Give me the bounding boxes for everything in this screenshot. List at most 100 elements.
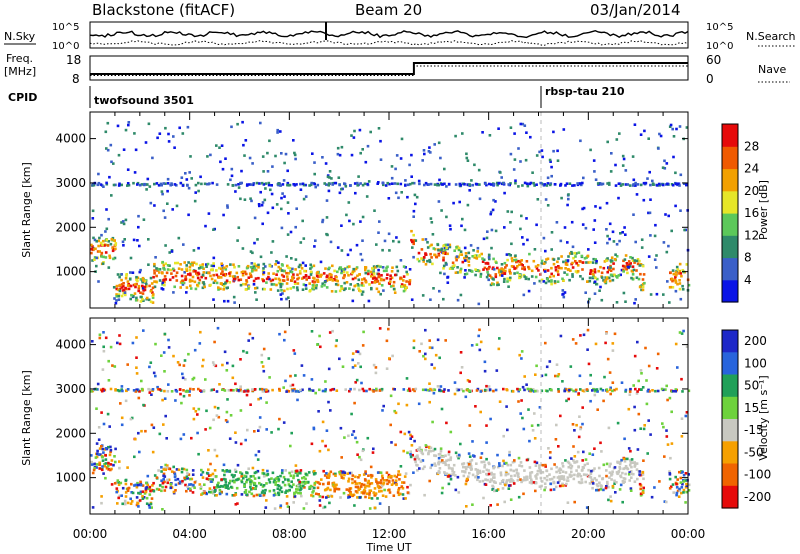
heatmap-cell <box>598 474 601 478</box>
heatmap-cell <box>203 491 206 495</box>
heatmap-cell <box>281 183 285 186</box>
heatmap-cell <box>680 435 684 438</box>
heatmap-cell <box>338 472 342 476</box>
heatmap-cell <box>650 495 654 499</box>
heatmap-cell <box>120 286 124 289</box>
heatmap-cell <box>441 459 444 462</box>
heatmap-cell <box>308 276 311 279</box>
heatmap-cell <box>286 201 290 204</box>
heatmap-cell <box>364 495 367 499</box>
heatmap-cell <box>145 285 148 288</box>
heatmap-cell <box>672 272 676 276</box>
heatmap-cell <box>489 417 492 421</box>
heatmap-cell <box>404 286 408 289</box>
heatmap-cell <box>283 289 286 293</box>
heatmap-cell <box>161 283 164 286</box>
heatmap-cell <box>546 204 550 207</box>
heatmap-cell <box>589 269 593 272</box>
heatmap-cell <box>683 228 686 232</box>
heatmap-cell <box>632 472 635 476</box>
heatmap-cell <box>245 478 249 482</box>
heatmap-cell <box>110 483 114 486</box>
heatmap-cell <box>497 347 501 351</box>
heatmap-cell <box>576 450 580 454</box>
heatmap-cell <box>519 227 522 231</box>
heatmap-cell <box>287 478 290 481</box>
heatmap-cell <box>579 139 582 143</box>
heatmap-cell <box>367 484 371 488</box>
heatmap-cell <box>135 356 138 359</box>
heatmap-cell <box>208 490 211 494</box>
heatmap-cell <box>397 488 400 492</box>
heatmap-cell <box>584 458 588 461</box>
heatmap-cell <box>103 244 106 247</box>
heatmap-cell <box>176 261 180 265</box>
heatmap-cell <box>153 280 156 283</box>
heatmap-cell <box>234 470 238 473</box>
heatmap-cell <box>122 288 126 292</box>
heatmap-cell <box>351 270 355 273</box>
heatmap-cell <box>253 487 257 490</box>
heatmap-cell <box>358 482 361 485</box>
heatmap-cell <box>629 489 633 492</box>
heatmap-cell <box>150 282 154 285</box>
heatmap-cell <box>327 400 330 404</box>
heatmap-cell <box>483 465 486 469</box>
heatmap-cell <box>160 470 163 473</box>
heatmap-cell <box>329 488 332 492</box>
heatmap-cell <box>101 243 104 247</box>
heatmap-cell <box>192 261 196 264</box>
heatmap-cell <box>244 475 248 478</box>
heatmap-cell <box>122 244 125 247</box>
heatmap-cell <box>543 270 547 273</box>
heatmap-cell <box>155 487 159 491</box>
heatmap-cell <box>249 197 252 200</box>
heatmap-cell <box>611 381 615 384</box>
heatmap-cell <box>165 437 168 440</box>
heatmap-cell <box>168 278 172 282</box>
heatmap-cell <box>428 339 431 342</box>
heatmap-cell <box>188 394 191 397</box>
heatmap-cell <box>294 258 298 261</box>
heatmap-cell <box>127 121 131 124</box>
heatmap-cell <box>400 137 404 141</box>
heatmap-cell <box>104 336 108 340</box>
heatmap-cell <box>280 273 284 277</box>
heatmap-cell <box>120 388 123 391</box>
heatmap-cell <box>421 238 425 241</box>
heatmap-cell <box>244 438 247 442</box>
heatmap-cell <box>138 183 142 187</box>
heatmap-cell <box>262 347 266 351</box>
heatmap-cell <box>641 264 645 268</box>
heatmap-cell <box>221 485 224 488</box>
heatmap-cell <box>243 198 247 201</box>
heatmap-cell <box>234 503 238 506</box>
heatmap-cell <box>573 461 576 464</box>
heatmap-cell <box>678 269 681 273</box>
heatmap-cell <box>678 331 682 334</box>
heatmap-cell <box>166 182 170 185</box>
heatmap-cell <box>283 161 286 165</box>
heatmap-cell <box>475 462 478 465</box>
heatmap-cell <box>249 482 252 486</box>
heatmap-cell <box>459 184 463 187</box>
heatmap-cell <box>130 500 134 503</box>
heatmap-cell <box>629 487 633 490</box>
heatmap-cell <box>417 251 421 255</box>
heatmap-cell <box>123 238 126 241</box>
heatmap-cell <box>552 149 555 153</box>
heatmap-cell <box>389 285 393 288</box>
heatmap-cell <box>325 472 328 475</box>
heatmap-cell <box>591 480 594 484</box>
heatmap-cell <box>323 284 326 287</box>
heatmap-cell <box>401 493 405 496</box>
heatmap-cell <box>500 271 504 275</box>
heatmap-cell <box>112 286 116 289</box>
heatmap-cell <box>514 254 517 257</box>
heatmap-cell <box>294 225 297 229</box>
heatmap-cell <box>433 454 436 457</box>
heatmap-cell <box>639 427 642 430</box>
heatmap-cell <box>505 264 508 267</box>
heatmap-cell <box>492 183 496 186</box>
